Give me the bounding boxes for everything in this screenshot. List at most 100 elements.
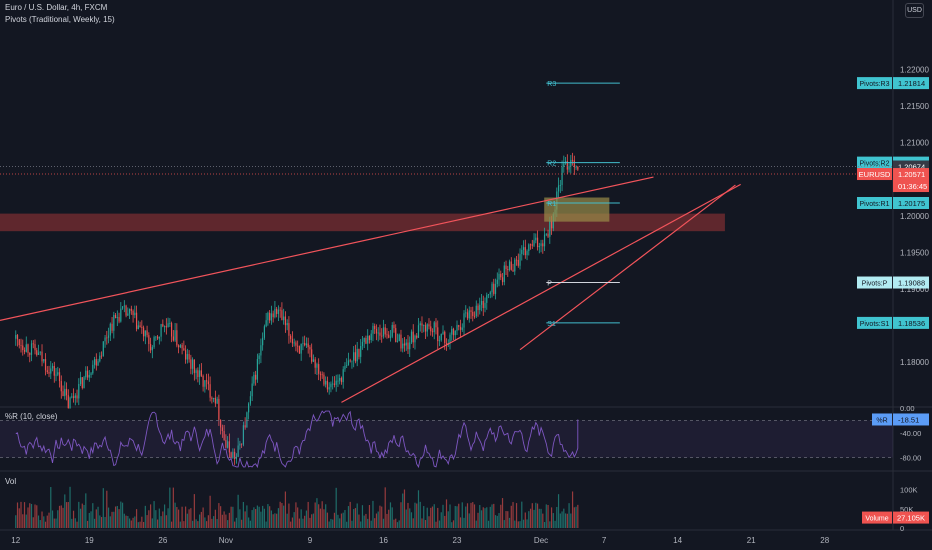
- volume-bar: [505, 511, 507, 528]
- volume-bar: [34, 504, 36, 528]
- volume-bar: [482, 507, 484, 528]
- volume-bar: [487, 520, 490, 528]
- volume-bar: [62, 507, 64, 528]
- volume-bar: [566, 513, 568, 528]
- candle-body: [102, 341, 104, 356]
- symbol-title: Euro / U.S. Dollar, 4h, FXCM: [5, 3, 108, 12]
- volume-bar: [302, 518, 304, 528]
- volume-bar: [216, 519, 218, 528]
- candle-body: [423, 325, 425, 327]
- candle-body: [374, 325, 376, 329]
- volume-bar: [328, 521, 330, 528]
- volume-bar: [50, 487, 52, 528]
- volume-bar: [281, 503, 283, 528]
- volume-bar: [571, 491, 574, 528]
- bar-countdown-timer: 01:36:45: [898, 182, 927, 191]
- candle-body: [311, 349, 313, 362]
- volume-bar: [437, 507, 439, 528]
- candle-body: [475, 305, 477, 317]
- volume-bar: [260, 511, 262, 528]
- candle-body: [508, 261, 511, 270]
- pivot-price-tag: [893, 197, 929, 209]
- candle-body: [384, 327, 386, 335]
- price-tick-label: 1.19500: [900, 248, 929, 257]
- candle-body: [505, 265, 507, 270]
- volume-bar: [53, 518, 55, 528]
- candle-body: [400, 334, 402, 349]
- candle-body: [65, 388, 68, 396]
- candle-body: [318, 364, 320, 374]
- volume-bar: [74, 518, 76, 528]
- time-tick-label: 28: [820, 536, 829, 545]
- candle-body: [22, 345, 24, 351]
- volume-bar: [36, 505, 38, 528]
- volume-bar: [417, 490, 420, 528]
- candle-body: [37, 352, 40, 355]
- candle-body: [577, 166, 579, 170]
- candle-body: [214, 397, 216, 404]
- candle-body: [111, 323, 113, 331]
- volume-bar: [272, 514, 274, 528]
- volume-bar: [251, 510, 253, 528]
- candle-body: [232, 451, 234, 459]
- candle-body: [465, 312, 467, 314]
- candle-body: [575, 166, 577, 168]
- volume-bar: [307, 501, 309, 528]
- wr-title: %R (10, close): [5, 412, 58, 421]
- pivot-level-name: S1: [547, 321, 556, 328]
- candle-body: [402, 343, 404, 349]
- candle-body: [239, 443, 241, 446]
- candle-body: [494, 284, 497, 294]
- candle-body: [72, 396, 75, 398]
- volume-bar: [153, 501, 155, 528]
- volume-bar: [561, 511, 563, 528]
- volume-bar: [71, 518, 73, 528]
- candle-body: [284, 316, 287, 326]
- volume-bar: [249, 520, 251, 528]
- volume-bar: [393, 519, 395, 528]
- volume-bar: [340, 513, 343, 528]
- volume-bar: [160, 516, 162, 528]
- candle-body: [46, 370, 48, 373]
- volume-bar: [381, 506, 383, 528]
- candle-body: [461, 327, 463, 330]
- volume-bar: [237, 494, 239, 528]
- candle-body: [116, 317, 118, 319]
- volume-bar: [554, 520, 556, 528]
- candle-body: [493, 283, 495, 294]
- pivot-axis-tag: [857, 197, 892, 209]
- candle-body: [395, 328, 397, 342]
- candle-body: [468, 310, 470, 319]
- candle-body: [218, 398, 220, 420]
- candle-body: [188, 354, 190, 360]
- volume-bar: [234, 521, 236, 528]
- volume-bar: [79, 508, 82, 528]
- volume-tick-label: 100K: [900, 486, 918, 495]
- currency-button[interactable]: USD: [905, 3, 924, 18]
- candle-body: [199, 370, 201, 378]
- volume-bar: [400, 502, 402, 528]
- volume-bar: [316, 498, 318, 528]
- candle-body: [174, 330, 176, 341]
- volume-bar: [284, 491, 287, 528]
- candle-body: [381, 335, 383, 337]
- candle-body: [501, 277, 504, 283]
- volume-bar: [197, 521, 199, 528]
- candle-body: [372, 325, 374, 334]
- volume-bar: [288, 503, 290, 528]
- candle-body: [500, 273, 502, 278]
- volume-bar: [508, 517, 511, 528]
- volume-bar: [151, 518, 153, 528]
- volume-bar: [32, 517, 34, 528]
- candle-body: [263, 326, 265, 338]
- volume-bar: [463, 517, 465, 528]
- volume-bar: [95, 509, 97, 528]
- volume-bar: [559, 513, 561, 528]
- pivot-level-name: R3: [547, 81, 556, 88]
- candle-body: [288, 323, 290, 336]
- candle-body: [237, 445, 239, 457]
- candle-body: [162, 324, 164, 327]
- candle-body: [81, 377, 83, 388]
- candle-body: [60, 381, 62, 392]
